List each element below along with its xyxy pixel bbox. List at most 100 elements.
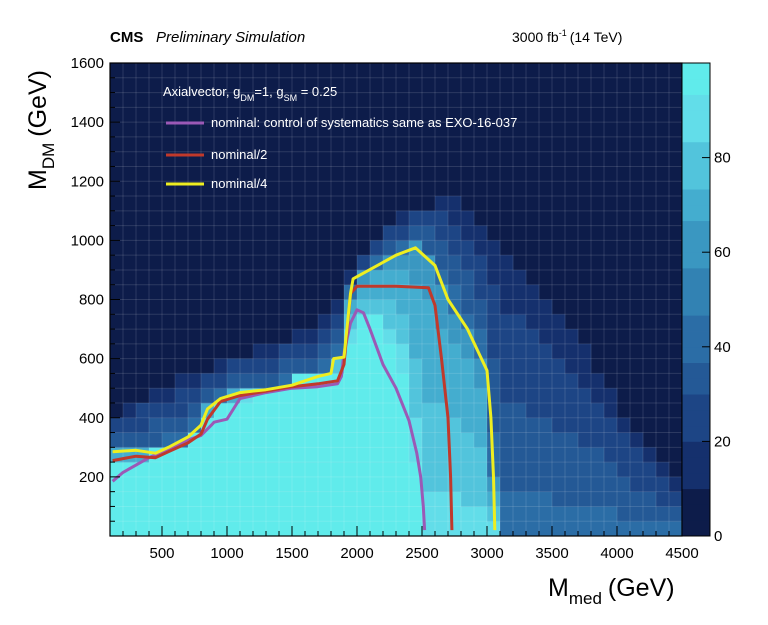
z-tick-label: 20	[714, 433, 731, 450]
heatmap-cell	[409, 314, 423, 330]
heatmap-cell	[448, 255, 462, 271]
heatmap-cell	[669, 506, 683, 522]
heatmap-cell	[643, 462, 657, 478]
heatmap-cell	[513, 373, 527, 389]
heatmap-cell	[305, 447, 319, 463]
heatmap-cell	[552, 521, 566, 537]
heatmap-cell	[253, 417, 267, 433]
heatmap-cell	[370, 299, 384, 315]
heatmap-cell	[552, 373, 566, 389]
heatmap-cell	[656, 521, 670, 537]
heatmap-cell	[383, 521, 397, 537]
heatmap-cell	[305, 476, 319, 492]
x-tick-label: 1500	[275, 545, 308, 562]
heatmap-cell	[591, 402, 605, 419]
heatmap-cell	[578, 476, 592, 492]
heatmap-cell	[357, 255, 371, 271]
heatmap-cell	[448, 225, 462, 241]
heatmap-cell	[526, 329, 540, 345]
heatmap-cell	[513, 358, 527, 374]
heatmap-cell	[175, 506, 189, 522]
heatmap-cell	[474, 269, 488, 286]
color-scale-band	[682, 94, 710, 111]
heatmap-cell	[422, 225, 436, 241]
heatmap-cell	[292, 506, 306, 522]
heatmap-cell	[617, 506, 631, 522]
heatmap-cell	[656, 506, 670, 522]
heatmap-cell	[500, 255, 514, 271]
heatmap-cell	[422, 343, 436, 359]
heatmap-cell	[422, 373, 436, 389]
heatmap-cell	[448, 447, 462, 463]
heatmap-cell	[617, 462, 631, 478]
heatmap-cell	[513, 269, 527, 286]
heatmap-cell	[461, 343, 475, 359]
heatmap-cell	[487, 284, 501, 300]
heatmap-cell	[253, 373, 267, 389]
heatmap-cell	[461, 240, 475, 256]
heatmap-cell	[396, 521, 410, 537]
heatmap-cell	[591, 491, 605, 507]
heatmap-cell	[227, 506, 241, 522]
heatmap-cell	[591, 432, 605, 448]
heatmap-cell	[253, 343, 267, 359]
heatmap-cell	[149, 402, 163, 419]
heatmap-cell	[409, 269, 423, 286]
heatmap-cell	[487, 299, 501, 315]
x-tick-label: 3000	[470, 545, 503, 562]
heatmap-cell	[539, 521, 553, 537]
heatmap-cell	[188, 402, 202, 419]
heatmap-cell	[552, 476, 566, 492]
heatmap-cell	[292, 491, 306, 507]
heatmap-cell	[461, 491, 475, 507]
heatmap-cell	[539, 462, 553, 478]
heatmap-cell	[266, 358, 280, 374]
heatmap-cell	[526, 506, 540, 522]
heatmap-cell	[435, 476, 449, 492]
heatmap-cell	[214, 476, 228, 492]
heatmap-cell	[227, 417, 241, 433]
heatmap-cell	[305, 402, 319, 419]
heatmap-cell	[357, 506, 371, 522]
heatmap-cell	[422, 255, 436, 271]
heatmap-cell	[526, 432, 540, 448]
heatmap-cell	[552, 491, 566, 507]
heatmap-cell	[474, 255, 488, 271]
color-scale-band	[682, 425, 710, 442]
color-scale-band	[682, 141, 710, 158]
heatmap-cell	[188, 521, 202, 537]
heatmap-cell	[214, 373, 228, 389]
heatmap-cell	[435, 462, 449, 478]
heatmap-cell	[409, 506, 423, 522]
heatmap-cell	[383, 476, 397, 492]
heatmap-cell	[383, 343, 397, 359]
color-scale-band	[682, 63, 710, 80]
heatmap-cell	[422, 329, 436, 345]
heatmap-cell	[578, 521, 592, 537]
heatmap-cell	[201, 462, 215, 478]
heatmap-cell	[500, 314, 514, 330]
heatmap-cell	[136, 521, 150, 537]
heatmap-cell	[370, 373, 384, 389]
heatmap-cell	[318, 432, 332, 448]
heatmap-cell	[591, 462, 605, 478]
heatmap-cell	[500, 462, 514, 478]
heatmap-cell	[513, 388, 527, 404]
heatmap-cell	[409, 225, 423, 241]
heatmap-cell	[292, 343, 306, 359]
heatmap-cell	[370, 284, 384, 300]
heatmap-cell	[279, 388, 293, 404]
heatmap-cell	[331, 314, 345, 330]
heatmap-cell	[175, 388, 189, 404]
heatmap-cell	[435, 447, 449, 463]
heatmap-cell	[500, 491, 514, 507]
heatmap-cell	[604, 521, 618, 537]
x-tick-label: 4500	[665, 545, 698, 562]
heatmap-cell	[383, 462, 397, 478]
heatmap-cell	[331, 417, 345, 433]
heatmap-cell	[448, 432, 462, 448]
x-tick-label: 4000	[600, 545, 633, 562]
heatmap-cell	[331, 462, 345, 478]
heatmap-cell	[305, 329, 319, 345]
